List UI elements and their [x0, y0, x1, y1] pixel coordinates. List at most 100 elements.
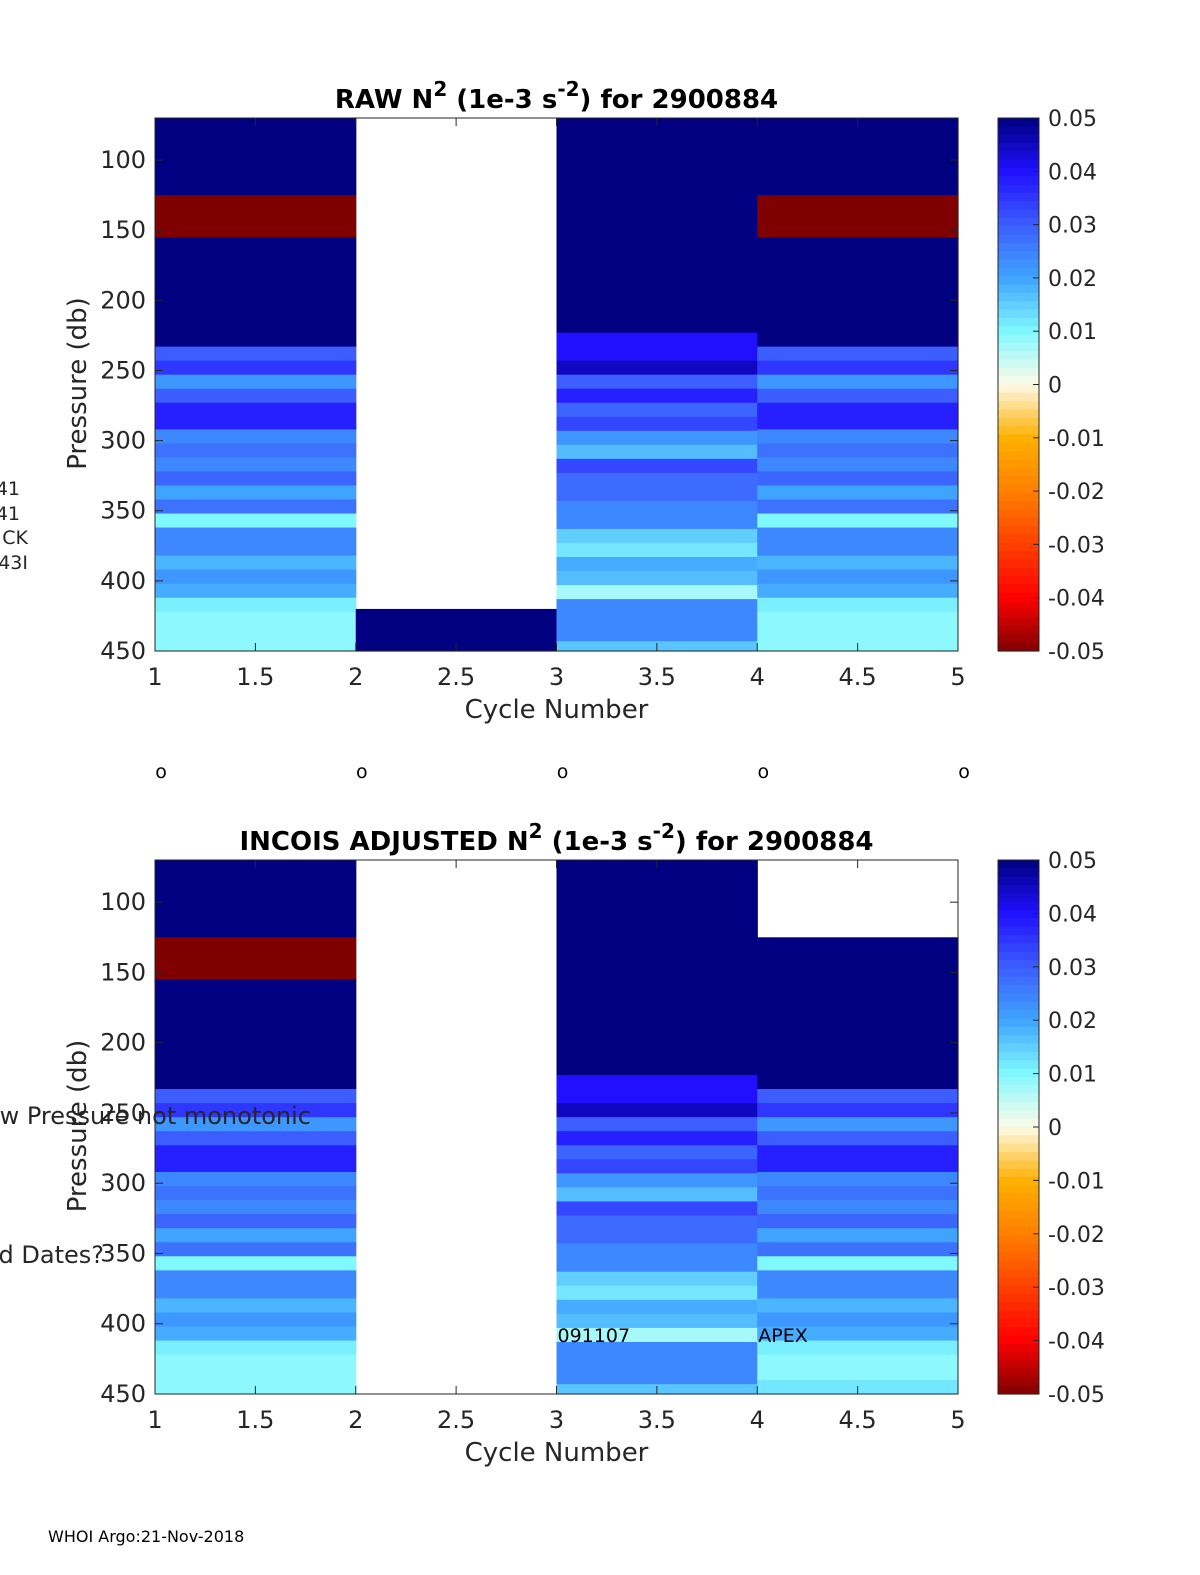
colorbar-swatch [998, 634, 1039, 644]
colorbar-tick-label: 0.02 [1048, 267, 1097, 292]
colorbar-swatch [998, 576, 1039, 585]
x-tick-label: 1 [147, 1406, 162, 1434]
heatmap-cell [155, 1298, 357, 1314]
heatmap-cell [155, 569, 357, 585]
heatmap-cell [556, 1215, 758, 1245]
colorbar-tick-label: 0 [1048, 374, 1062, 399]
colorbar-tick-label: -0.04 [1048, 587, 1105, 612]
heatmap-cell [556, 585, 758, 600]
heatmap-cell [556, 1243, 758, 1273]
colorbar-swatch [998, 592, 1039, 602]
side-label: w Pressure not monotonic [0, 1102, 311, 1130]
heatmap-cell [556, 118, 758, 334]
colorbar-swatch [998, 1268, 1039, 1278]
y-tick-label: 100 [100, 146, 146, 174]
colorbar-swatch [998, 876, 1039, 886]
colorbar-swatch [998, 1076, 1039, 1086]
colorbar-swatch [998, 976, 1039, 986]
colorbar-tick-label: 0.03 [1048, 214, 1097, 239]
colorbar-tick-label: -0.02 [1048, 480, 1105, 505]
colorbar-tick-label: 0 [1048, 1116, 1062, 1141]
y-tick-label: 250 [100, 1099, 146, 1127]
colorbar-swatch [998, 409, 1039, 419]
colorbar-swatch [998, 317, 1039, 327]
colorbar-swatch [998, 442, 1039, 452]
colorbar-swatch [998, 968, 1039, 978]
colorbar-swatch [998, 868, 1039, 878]
x-tick-label: 3.5 [638, 1406, 676, 1434]
colorbar-swatch [998, 467, 1039, 477]
y-tick-label: 350 [100, 1239, 146, 1267]
heatmap-cell [757, 1326, 959, 1342]
colorbar-tick-label: -0.01 [1048, 427, 1105, 452]
colorbar-swatch [998, 1110, 1039, 1120]
colorbar-swatch [998, 326, 1039, 336]
colorbar-swatch [998, 609, 1039, 619]
colorbar-swatch [998, 476, 1039, 486]
side-label: 41 [0, 503, 20, 525]
heatmap-cell [556, 1342, 758, 1385]
heatmap-cell [556, 458, 758, 474]
y-tick-label: 300 [100, 1169, 146, 1197]
colorbar-swatch [998, 401, 1039, 411]
x-tick-label: 5 [950, 663, 965, 691]
heatmap-cell [155, 597, 357, 613]
heatmap-cell [556, 1299, 758, 1315]
heatmap-cell [155, 388, 357, 404]
heatmap-cell [757, 1089, 959, 1104]
colorbar-swatch [998, 209, 1039, 219]
x-axis-label: Cycle Number [465, 1438, 649, 1468]
y-tick-label: 100 [100, 888, 146, 916]
colorbar-swatch [998, 910, 1039, 920]
heatmap-cell [757, 513, 959, 529]
colorbar-swatch [998, 251, 1039, 261]
heatmap-cell [155, 1326, 357, 1342]
heatmap-cell [155, 1340, 357, 1356]
x-axis-label: Cycle Number [465, 695, 649, 725]
colorbar-tick-label: -0.01 [1048, 1169, 1105, 1194]
colorbar-swatch [998, 1252, 1039, 1262]
colorbar-swatch [998, 1385, 1039, 1395]
heatmap-cell [757, 118, 959, 196]
heatmap-cell [155, 429, 357, 445]
heatmap-cell [155, 485, 357, 501]
colorbar: 0.05 0.04 0.03 0.02 0.01 0 -0.01 -0.02 -0.03 -0.0… [997, 849, 1105, 1408]
heatmap-cell [155, 1200, 357, 1215]
colorbar-tick-label: -0.05 [1048, 640, 1105, 665]
heatmap-cell [556, 1271, 758, 1287]
colorbar-swatch [998, 359, 1039, 369]
heatmap-cell [556, 557, 758, 572]
colorbar-swatch [998, 1318, 1039, 1328]
cycle-marker: o [757, 761, 769, 783]
side-label: d Dates? [0, 1241, 104, 1269]
colorbar-tick-label: -0.02 [1048, 1223, 1105, 1248]
colorbar-swatch [998, 1118, 1039, 1128]
x-tick-label: 1.5 [236, 1406, 274, 1434]
heatmap-cell [757, 1312, 959, 1328]
colorbar-swatch [998, 276, 1039, 286]
heatmap-cell [556, 402, 758, 418]
cycle-marker: o [557, 761, 569, 783]
colorbar-swatch [998, 1277, 1039, 1287]
colorbar-swatch [998, 126, 1039, 136]
heatmap-cell [556, 1187, 758, 1203]
colorbar-swatch [998, 501, 1039, 511]
colorbar-swatch [998, 492, 1039, 502]
heatmap-cell [155, 1117, 357, 1132]
heatmap-cell [556, 599, 758, 642]
colorbar-swatch [998, 1352, 1039, 1362]
colorbar-swatch [998, 960, 1039, 970]
colorbar-swatch [998, 259, 1039, 269]
colorbar-tick-label: -0.04 [1048, 1330, 1105, 1355]
colorbar-swatch [998, 617, 1039, 627]
colorbar-swatch [998, 1243, 1039, 1253]
heatmap-cell [757, 374, 959, 390]
heatmap-cell [757, 443, 959, 459]
colorbar-swatch [998, 384, 1039, 394]
colorbar-swatch [998, 151, 1039, 161]
colorbar-swatch [998, 118, 1039, 127]
cell-annotation: APEX [758, 1325, 807, 1347]
colorbar-swatch [998, 434, 1039, 444]
x-tick-label: 3 [549, 663, 564, 691]
colorbar-swatch [998, 993, 1039, 1003]
